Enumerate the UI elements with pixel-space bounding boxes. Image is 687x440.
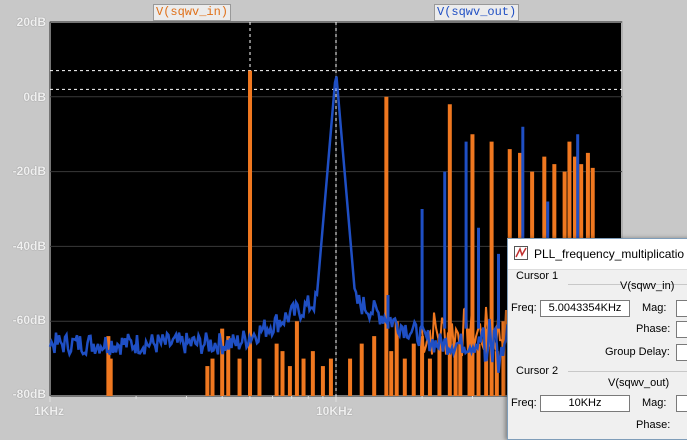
y-tick-label: -20dB [12, 164, 46, 178]
y-tick-label: -60dB [12, 313, 46, 327]
cursor2-trace-name: V(sqwv_out) [608, 377, 670, 389]
group-divider [568, 284, 687, 285]
cursor2-phase-label: Phase: [636, 419, 671, 431]
cursor2-group-label: Cursor 2 [516, 365, 559, 377]
cursor-dialog[interactable]: PLL_frequency_multiplicatio Cursor 1 V(s… [507, 238, 687, 440]
cursor1-phase-field[interactable] [676, 321, 687, 338]
cursor1-phase-label: Phase: [636, 323, 671, 335]
ltspice-app-icon [514, 246, 528, 260]
trace-label-sqwv-out[interactable]: V(sqwv_out) [434, 4, 520, 21]
plot-window[interactable]: V(sqwv_in) V(sqwv_out) 20dB 0dB -20dB -4… [0, 0, 687, 426]
cursor1-group-delay-field[interactable] [676, 344, 687, 361]
cursor1-mag-label: Mag: [642, 302, 667, 314]
dialog-titlebar[interactable]: PLL_frequency_multiplicatio [508, 239, 687, 270]
waveform-plot[interactable] [0, 0, 687, 426]
y-tick-label: 20dB [16, 15, 46, 29]
cursor1-freq-label: Freq: [511, 302, 537, 314]
y-tick-label: -40dB [12, 239, 46, 253]
x-tick-label: 1KHz [34, 404, 65, 418]
cursor2-freq-field[interactable]: 10KHz [540, 395, 630, 412]
y-tick-label: -80dB [12, 387, 46, 401]
cursor2-mag-field[interactable] [676, 395, 687, 412]
cursor1-trace-name: V(sqwv_in) [620, 280, 675, 292]
cursor2-freq-label: Freq: [511, 397, 537, 409]
x-tick-label: 10KHz [316, 404, 353, 418]
cursor1-group-label: Cursor 1 [516, 270, 559, 282]
y-tick-label: 0dB [23, 90, 46, 104]
group-divider [568, 371, 687, 372]
cursor1-group-delay-label: Group Delay: [605, 346, 670, 358]
cursor1-mag-field[interactable] [676, 300, 687, 317]
trace-label-sqwv-in[interactable]: V(sqwv_in) [153, 4, 232, 21]
cursor1-freq-field[interactable]: 5.0043354KHz [540, 300, 630, 317]
dialog-title: PLL_frequency_multiplicatio [534, 247, 685, 261]
cursor2-mag-label: Mag: [642, 397, 667, 409]
